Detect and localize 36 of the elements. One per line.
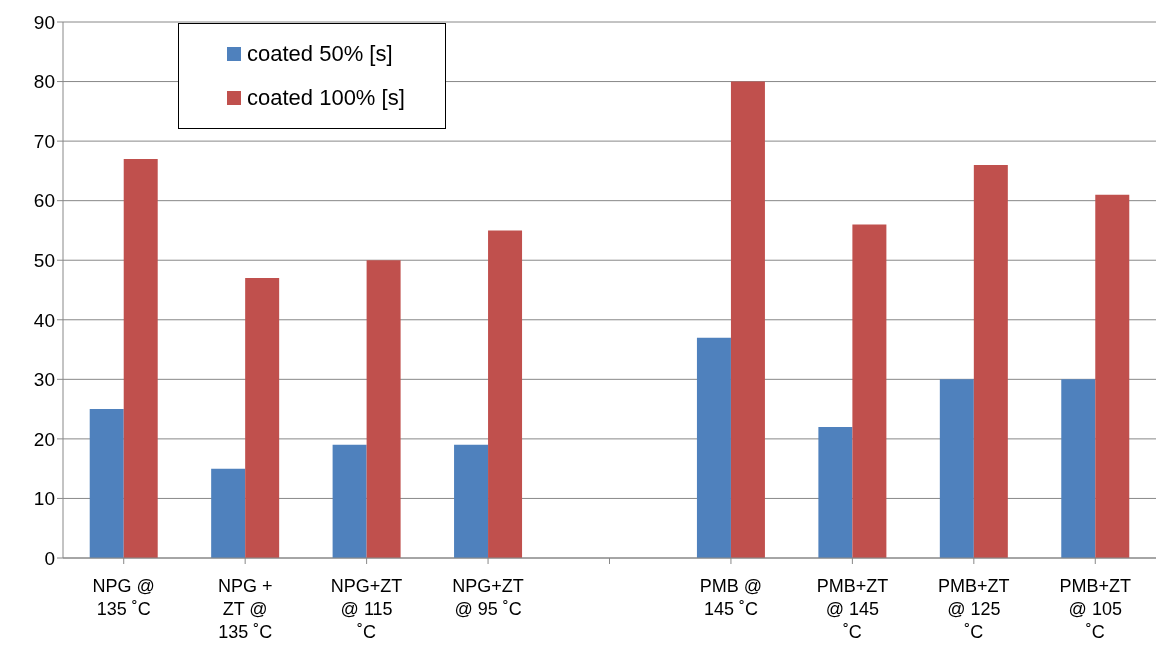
bar (488, 230, 523, 558)
y-tick-label: 80 (33, 71, 55, 93)
x-tick-label: PMB+ZT @ 125 ˚C (938, 576, 1010, 642)
bar (852, 224, 887, 558)
bar (696, 337, 731, 558)
bar (730, 81, 765, 558)
bar (123, 158, 158, 558)
bar (818, 426, 853, 558)
bar (332, 444, 367, 558)
bar (245, 278, 280, 558)
x-tick-label: PMB @ 145 ˚C (699, 576, 763, 619)
x-tick-label: NPG+ZT @ 95 ˚C (452, 576, 524, 619)
y-tick-label: 0 (44, 547, 55, 569)
legend-label: coated 50% [s] (247, 40, 393, 68)
bar (454, 444, 489, 558)
bar (939, 379, 974, 558)
y-tick-label: 10 (33, 488, 55, 510)
y-tick-label: 90 (33, 11, 55, 33)
bar (366, 260, 401, 558)
bar (1095, 194, 1130, 558)
y-tick-label: 50 (33, 249, 55, 271)
x-tick-label: NPG+ZT @ 115 ˚C (330, 576, 403, 642)
bar (211, 468, 246, 558)
x-tick-label: PMB+ZT @ 145 ˚C (816, 576, 889, 642)
bar (1061, 379, 1096, 558)
legend-label: coated 100% [s] (247, 84, 405, 112)
x-tick-label: NPG @ 135 ˚C (92, 576, 155, 619)
bar (973, 164, 1008, 558)
bar (89, 409, 124, 558)
x-tick-label: PMB+ZT @ 105 ˚C (1059, 576, 1132, 642)
y-tick-label: 70 (33, 130, 55, 152)
y-tick-label: 60 (33, 190, 55, 212)
y-tick-label: 30 (33, 369, 55, 391)
y-tick-label: 20 (33, 428, 55, 450)
x-tick-label: NPG + ZT @ 135 ˚C (217, 576, 273, 642)
y-tick-label: 40 (33, 309, 55, 331)
